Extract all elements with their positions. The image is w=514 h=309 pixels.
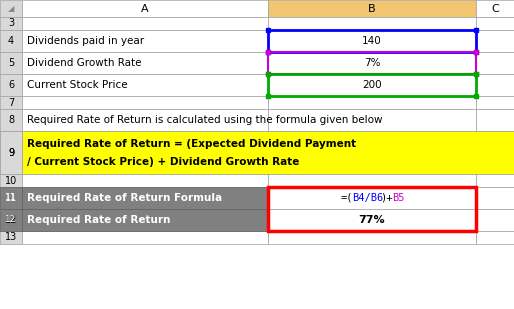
Bar xyxy=(0,74,22,96)
Text: Required Rate of Return = (Expected Dividend Payment: Required Rate of Return = (Expected Divi… xyxy=(27,139,356,149)
Text: 5: 5 xyxy=(8,58,14,68)
Text: 4: 4 xyxy=(8,36,14,46)
Bar xyxy=(268,109,476,131)
Text: 7%: 7% xyxy=(364,58,380,68)
Bar xyxy=(22,52,268,74)
Bar xyxy=(476,109,514,131)
Bar xyxy=(22,131,268,174)
Bar xyxy=(268,52,476,74)
Bar xyxy=(476,17,514,30)
Text: 200: 200 xyxy=(362,80,382,90)
Bar xyxy=(268,17,476,30)
Text: 11: 11 xyxy=(5,193,17,203)
Text: B5: B5 xyxy=(392,193,405,203)
Text: Dividend Growth Rate: Dividend Growth Rate xyxy=(27,58,141,68)
Bar xyxy=(22,0,268,17)
Bar xyxy=(0,231,22,244)
Bar xyxy=(268,30,476,52)
Bar xyxy=(0,174,22,187)
Bar xyxy=(476,131,514,174)
Bar xyxy=(22,187,268,209)
Bar xyxy=(268,74,476,96)
Bar xyxy=(476,187,514,209)
Bar xyxy=(268,74,476,96)
Bar xyxy=(0,187,22,209)
Text: Required Rate of Return Formula: Required Rate of Return Formula xyxy=(27,193,222,203)
Text: 11: 11 xyxy=(5,193,17,202)
Bar xyxy=(0,131,22,174)
Text: 3: 3 xyxy=(8,19,14,28)
Text: 12: 12 xyxy=(5,215,17,225)
Text: 140: 140 xyxy=(362,36,382,46)
Bar xyxy=(0,17,22,30)
Bar xyxy=(476,209,514,231)
Bar xyxy=(268,187,476,231)
Bar xyxy=(22,74,268,96)
Bar xyxy=(268,30,476,52)
Bar xyxy=(0,96,22,109)
Text: Current Stock Price: Current Stock Price xyxy=(27,80,127,90)
Bar xyxy=(22,187,268,209)
Text: 9: 9 xyxy=(8,147,14,158)
Bar xyxy=(476,231,514,244)
Bar xyxy=(0,109,22,131)
Bar xyxy=(22,231,268,244)
Text: 13: 13 xyxy=(5,232,17,243)
Bar xyxy=(0,187,22,209)
Text: / Current Stock Price) + Dividend Growth Rate: / Current Stock Price) + Dividend Growth… xyxy=(27,157,299,167)
Text: 10: 10 xyxy=(5,176,17,185)
Bar xyxy=(22,109,268,131)
Text: =(: =( xyxy=(340,193,353,203)
Text: 12: 12 xyxy=(5,215,16,225)
Bar xyxy=(268,187,476,209)
Bar xyxy=(268,231,476,244)
Bar xyxy=(268,52,476,74)
Bar xyxy=(476,30,514,52)
Bar xyxy=(0,209,22,231)
Bar xyxy=(476,174,514,187)
Bar xyxy=(22,17,268,30)
Bar xyxy=(476,74,514,96)
Text: C: C xyxy=(491,3,499,14)
Bar xyxy=(22,174,268,187)
Text: 77%: 77% xyxy=(359,215,386,225)
Text: 8: 8 xyxy=(8,115,14,125)
Bar xyxy=(0,209,22,231)
Text: A: A xyxy=(141,3,149,14)
Bar xyxy=(0,52,22,74)
Bar xyxy=(22,209,268,231)
Bar xyxy=(268,209,476,231)
Bar xyxy=(0,30,22,52)
Text: )+: )+ xyxy=(381,193,393,203)
Bar xyxy=(268,0,476,17)
Bar xyxy=(268,131,476,174)
Bar xyxy=(268,174,476,187)
Text: 7: 7 xyxy=(8,98,14,108)
Text: B: B xyxy=(368,3,376,14)
Text: 9: 9 xyxy=(8,147,14,158)
Text: Required Rate of Return: Required Rate of Return xyxy=(27,215,170,225)
Bar xyxy=(0,0,22,17)
Text: Dividends paid in year: Dividends paid in year xyxy=(27,36,144,46)
Bar xyxy=(22,131,514,174)
Bar xyxy=(476,52,514,74)
Bar xyxy=(22,96,268,109)
Bar xyxy=(0,131,22,174)
Text: 6: 6 xyxy=(8,80,14,90)
Text: Required Rate of Return is calculated using the formula given below: Required Rate of Return is calculated us… xyxy=(27,115,382,125)
Bar xyxy=(268,96,476,109)
Bar xyxy=(22,209,268,231)
Bar xyxy=(476,0,514,17)
Text: B4/B6: B4/B6 xyxy=(352,193,383,203)
Text: ◢: ◢ xyxy=(8,4,14,13)
Bar xyxy=(22,30,268,52)
Bar xyxy=(476,96,514,109)
